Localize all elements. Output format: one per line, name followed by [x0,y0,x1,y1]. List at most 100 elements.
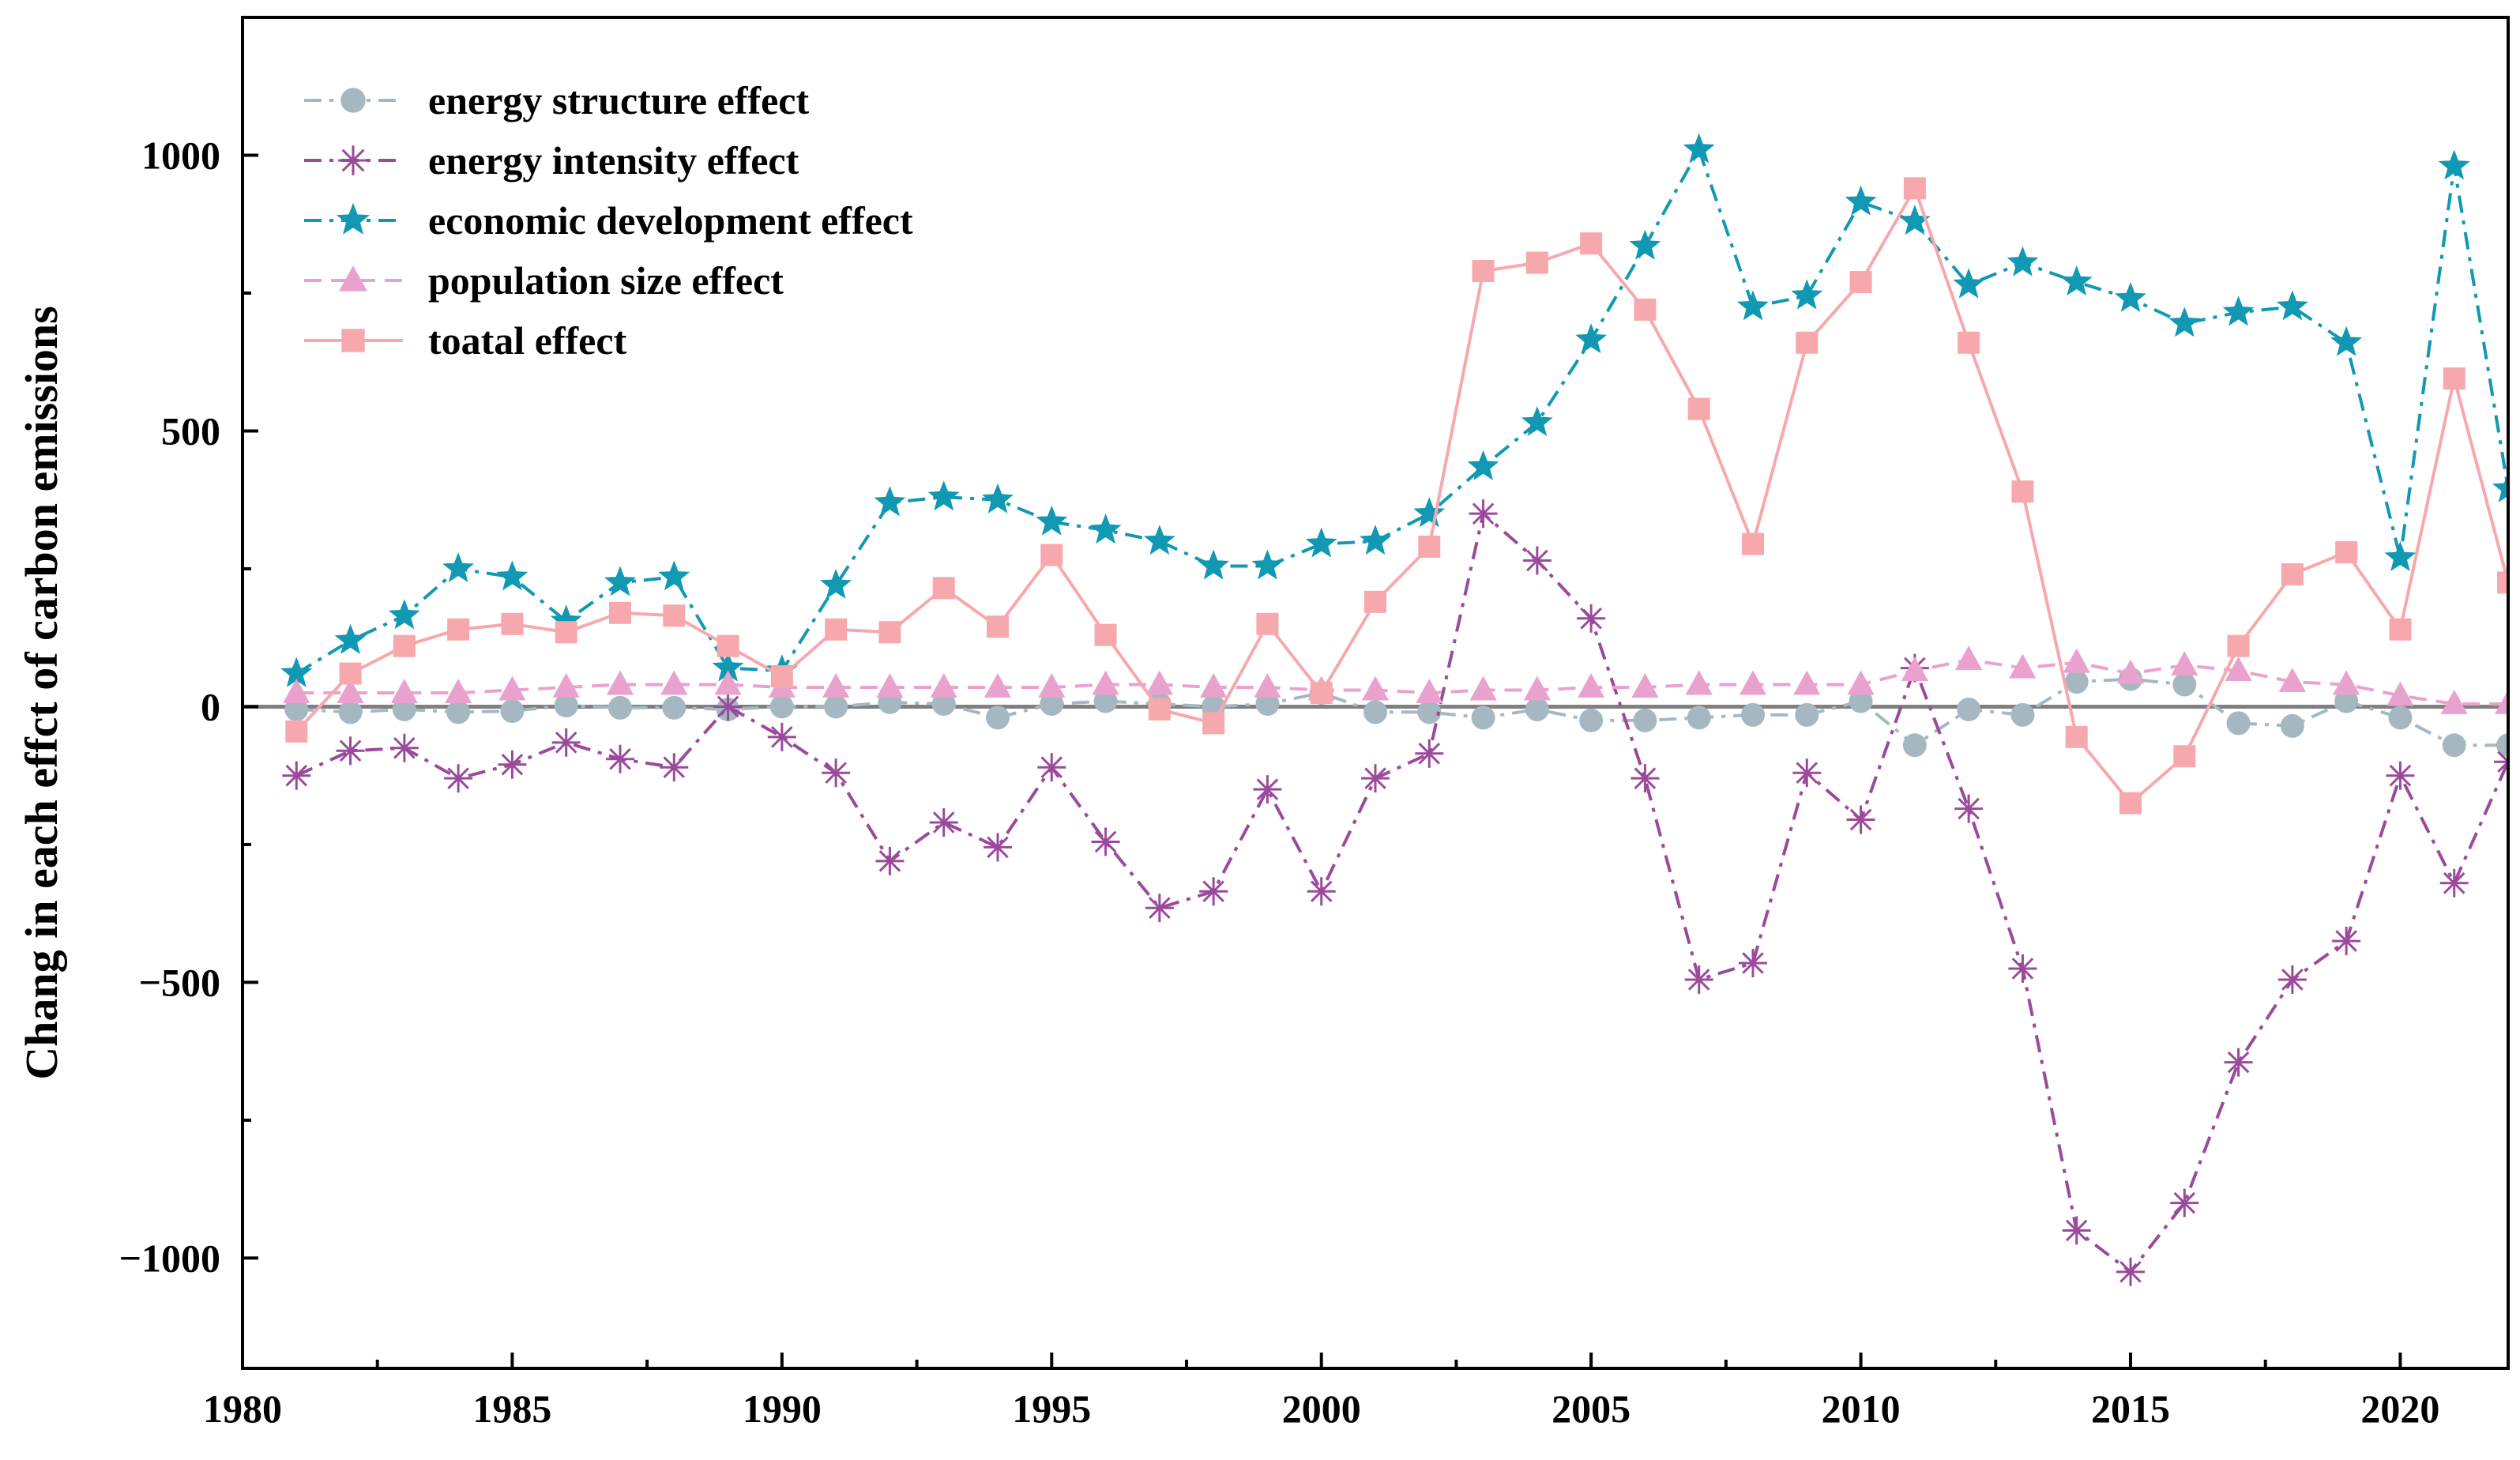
data-point [2064,670,2089,694]
asterisk-stroke [1472,502,1495,525]
data-point [1143,525,1175,555]
data-point [2332,927,2361,956]
data-point [1255,691,1280,716]
legend-swatch-marker [340,88,366,113]
asterisk-stroke [1094,830,1117,853]
asterisk-stroke [1310,880,1333,903]
asterisk-stroke [878,850,901,872]
asterisk-stroke [1364,767,1386,789]
data-point [2011,480,2034,503]
asterisk-stroke [1526,549,1548,572]
data-point [1040,544,1063,566]
data-point [284,697,309,721]
legend-swatch-marker [337,202,370,235]
data-point [1631,673,1659,698]
y-tick-label: 500 [161,408,220,453]
data-point [663,604,686,627]
asterisk-stroke [987,836,1009,859]
legend-swatch-marker [338,145,368,175]
data-point [1847,670,1875,695]
asterisk-stroke [1849,808,1872,831]
asterisk-stroke [932,811,955,833]
data-point [1364,590,1386,613]
data-point [987,615,1009,638]
data-point [932,577,955,600]
data-point [1953,268,1985,299]
data-point [2280,713,2304,738]
x-axis: 1980 1985 1990 1995 2000 2005 2010 2015 2020 [203,1353,2439,1431]
data-point [1202,712,1225,735]
data-point [337,679,364,703]
legend: energy structure effect energy intensity … [304,78,913,363]
data-point [2063,648,2090,673]
data-point [2281,563,2304,585]
data-point [1580,232,1603,255]
data-point [982,483,1014,514]
data-point [767,722,796,751]
data-point [2389,618,2412,641]
y-tick-label: 1000 [141,133,220,177]
data-point [1471,706,1495,730]
legend-label: energy structure effect [428,78,810,122]
data-point [444,764,473,793]
data-point [986,706,1010,730]
data-point [2277,965,2307,994]
data-point [1687,706,1711,730]
asterisk-stroke [2281,969,2304,991]
data-point [2224,1048,2253,1077]
data-point [1683,133,1715,164]
data-point [874,486,906,517]
data-point [2010,702,2035,727]
data-point [1093,689,1118,713]
data-point [2226,711,2251,736]
data-point [1630,764,1660,793]
data-point [2168,307,2201,337]
data-point [1577,604,1606,633]
data-point [2008,954,2037,983]
asterisk-stroke [285,764,308,787]
data-point [2115,282,2146,312]
data-point [606,670,634,695]
asterisk-stroke [1418,742,1441,765]
legend-item-3: population size effect [304,258,784,303]
data-point [1793,670,1821,695]
data-point [1792,758,1822,788]
data-point [1310,682,1333,704]
data-point [1038,673,1066,698]
data-point [1845,185,1877,216]
asterisk-stroke [1149,897,1171,919]
data-point [2492,472,2508,502]
data-point [2009,653,2037,679]
legend-label: toatal effect [428,318,627,363]
x-tick-label-2015: 2015 [2091,1387,2170,1431]
asterisk-stroke [1742,952,1764,974]
data-point [1040,691,1064,716]
data-point [1958,331,1980,354]
data-point [930,673,957,698]
data-point [1846,805,1875,834]
data-point [1037,753,1066,782]
data-point [2172,672,2197,697]
data-point [1092,670,1119,695]
data-point [1578,673,1605,698]
asterisk-stroke [2497,751,2508,764]
data-point [2062,1216,2091,1245]
asterisk-stroke [825,762,847,784]
data-point [1415,739,1444,768]
data-point [1741,702,1765,727]
data-point [1091,827,1120,856]
data-point [1522,546,1551,575]
data-point [2007,246,2039,277]
data-point [1523,675,1551,701]
x-tick-label-1995: 1995 [1012,1387,1091,1431]
data-point [1795,702,1819,727]
data-point [713,692,743,721]
data-point [984,833,1012,862]
data-point [1521,406,1553,436]
data-point [1200,673,1228,698]
asterisk-stroke [1040,756,1063,779]
legend-swatch-marker [341,329,365,352]
data-point [1417,700,1442,724]
series-0 [284,667,2508,758]
